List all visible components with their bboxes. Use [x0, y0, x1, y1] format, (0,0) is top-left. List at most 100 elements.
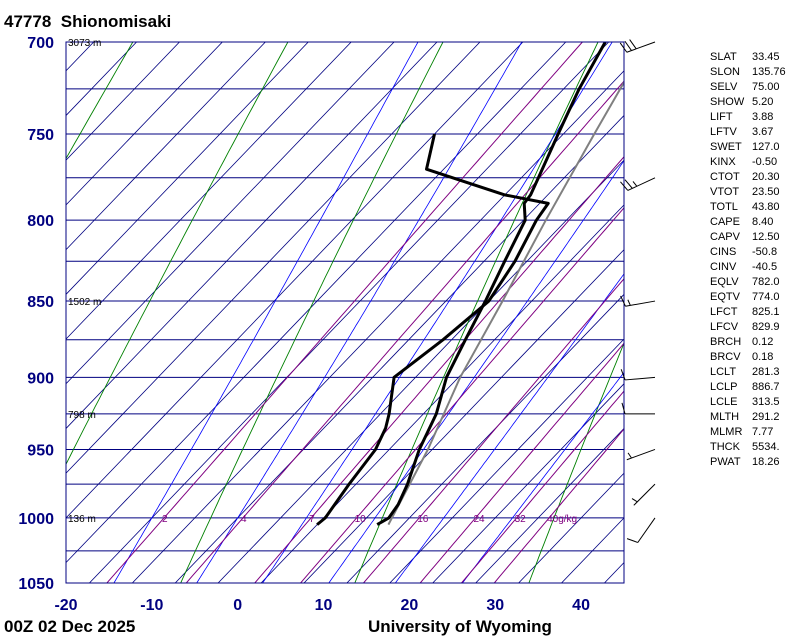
- stat-row: SWET 127.0: [710, 140, 786, 155]
- moist-adiabat-line: [262, 42, 613, 583]
- stat-name: SWET: [710, 141, 742, 153]
- isotherm-line: [131, 70, 624, 583]
- moist-adiabat-line: [196, 42, 523, 583]
- isotherm-line: [66, 42, 395, 385]
- stat-name: LIFT: [710, 111, 733, 123]
- pressure-tick-label: 800: [27, 213, 54, 230]
- stat-value: 886.7: [752, 381, 780, 393]
- stat-value: 33.45: [752, 51, 780, 63]
- stat-name: SLON: [710, 66, 740, 78]
- moist-adiabat-line: [113, 42, 419, 583]
- stat-value: 782.0: [752, 276, 780, 288]
- stat-row: CINS -50.8: [710, 245, 786, 260]
- stat-value: 5.20: [752, 96, 774, 108]
- isotherm-line: [303, 249, 624, 583]
- stat-name: THCK: [710, 441, 740, 453]
- mixing-ratio-label: 10: [355, 514, 367, 525]
- stat-row: LCLP 886.7: [710, 380, 786, 395]
- wind-barb-flag: [626, 538, 638, 543]
- stat-name: LCLP: [710, 381, 738, 393]
- pressure-tick-label: 850: [27, 294, 54, 311]
- moist-adiabat-line: [328, 160, 624, 583]
- pressure-tick-label: 1000: [18, 511, 54, 528]
- stat-name: CINS: [710, 246, 737, 258]
- station-id: 47778: [4, 12, 52, 31]
- stat-row: SELV 75.00: [710, 80, 786, 95]
- stat-value: 5534.: [752, 441, 780, 453]
- stat-value: 7.77: [752, 426, 774, 438]
- stat-row: SLAT 33.45: [710, 50, 786, 65]
- mixing-ratio-line: [106, 42, 584, 583]
- wind-barb-flag: [620, 181, 629, 191]
- stat-name: MLMR: [710, 426, 743, 438]
- height-label: 3073 m: [68, 38, 101, 49]
- isotherm-line: [66, 42, 266, 251]
- wind-barb: [620, 369, 656, 381]
- stat-name: SLAT: [710, 51, 737, 63]
- wind-barb-flag: [620, 369, 626, 381]
- stat-row: THCK 5534.: [710, 440, 786, 455]
- isotherm-line: [66, 42, 181, 161]
- stat-value: 127.0: [752, 141, 780, 153]
- station-title: 47778 Shionomisaki: [4, 12, 171, 32]
- stat-value: 43.80: [752, 201, 780, 213]
- mixing-ratio-line: [362, 278, 624, 583]
- stat-value: 281.3: [752, 366, 780, 378]
- stat-row: SHOW 5.20: [710, 95, 786, 110]
- stat-row: LFTV 3.67: [710, 125, 786, 140]
- wind-barb-staff: [625, 376, 656, 381]
- stat-value: -50.8: [752, 246, 778, 258]
- mixing-ratio-line: [419, 342, 624, 583]
- height-label: 798 m: [68, 410, 96, 421]
- stat-name: CAPV: [710, 231, 740, 243]
- stat-row: CAPE 8.40: [710, 215, 786, 230]
- stat-value: 23.50: [752, 186, 780, 198]
- stat-name: CTOT: [710, 171, 740, 183]
- height-label: 136 m: [68, 514, 96, 525]
- stat-value: 20.30: [752, 171, 780, 183]
- isotherm-line: [66, 42, 352, 340]
- stat-value: 8.40: [752, 216, 774, 228]
- stat-value: 829.9: [752, 321, 780, 333]
- stat-value: 825.1: [752, 306, 780, 318]
- mixing-ratio-label: 24: [473, 514, 485, 525]
- mixing-ratio-line: [185, 80, 624, 583]
- mixing-ratio-label: 7: [309, 514, 315, 525]
- station-name: Shionomisaki: [60, 12, 172, 31]
- stat-row: KINX -0.50: [710, 155, 786, 170]
- temperature-tick-label: 40: [572, 597, 590, 614]
- wind-barb: [626, 517, 656, 543]
- mixing-ratio-label: 40g/kg: [547, 514, 577, 525]
- stat-name: CINV: [710, 261, 737, 273]
- pressure-tick-label: 1050: [18, 576, 54, 593]
- stat-row: TOTL 43.80: [710, 200, 786, 215]
- temperature-tick-label: -10: [140, 597, 163, 614]
- wind-barb-half-flag: [632, 181, 638, 187]
- wind-barb: [620, 295, 656, 307]
- stat-name: SELV: [710, 81, 738, 93]
- mixing-ratio-label: 4: [241, 514, 247, 525]
- stat-value: 774.0: [752, 291, 780, 303]
- temperature-profile: [376, 42, 607, 526]
- stat-value: 313.5: [752, 396, 780, 408]
- mixing-ratio-label: 2: [162, 514, 168, 525]
- isotherm-line: [475, 427, 624, 583]
- wind-barb: [631, 483, 656, 506]
- stat-value: 12.50: [752, 231, 780, 243]
- wind-barb-flag: [629, 39, 637, 50]
- isotherm-line: [0, 0, 146, 640]
- wind-barb: [619, 39, 656, 53]
- dewpoint-profile: [316, 133, 550, 526]
- moist-adiabat-line: [461, 371, 624, 583]
- mixing-ratio-line: [493, 428, 624, 583]
- stat-value: 135.76: [752, 66, 786, 78]
- wind-barb-flag: [624, 179, 633, 189]
- stat-name: PWAT: [710, 456, 741, 468]
- isotherm-line: [389, 338, 624, 583]
- stat-name: LCLT: [710, 366, 737, 378]
- dry-adiabat-line: [66, 42, 289, 466]
- pressure-tick-label: 950: [27, 442, 54, 459]
- stat-name: LFCT: [710, 306, 738, 318]
- isotherm-line: [66, 42, 481, 474]
